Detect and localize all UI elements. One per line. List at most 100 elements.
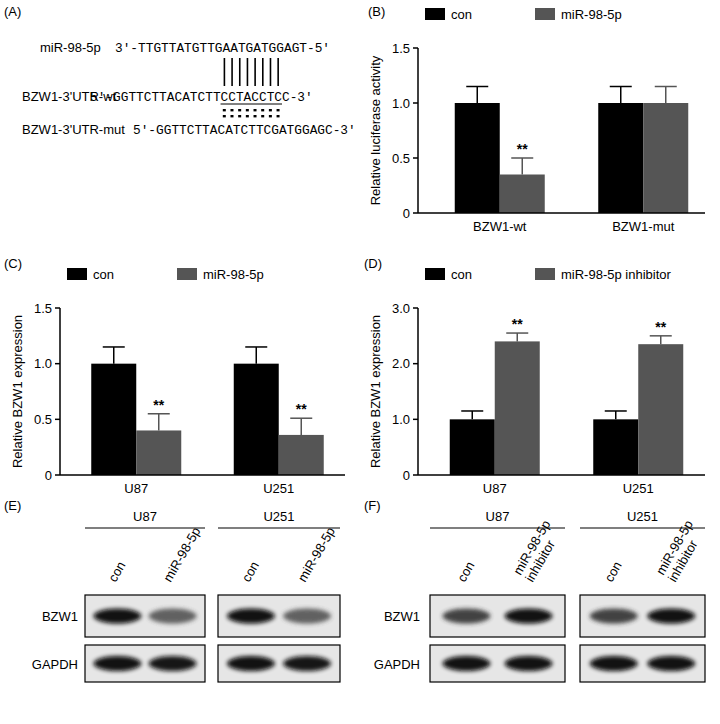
x-tick-label: BZW1-wt (473, 219, 527, 234)
bar-chart: **BZW1-wtBZW1-mut00.51.01.5Relative luci… (368, 7, 705, 234)
lane-label-line: con (454, 559, 477, 585)
bar (638, 344, 683, 475)
blot-band (647, 656, 695, 671)
blot-lane-label: con (601, 559, 624, 585)
bar (593, 419, 638, 475)
y-tick (413, 102, 418, 104)
y-tick-label: 0 (403, 206, 410, 221)
error-stem (256, 347, 258, 364)
bar (495, 341, 540, 475)
background (0, 0, 720, 724)
bar (643, 103, 688, 213)
underline (221, 104, 282, 105)
legend-swatch (535, 268, 555, 280)
panel-label: (D) (364, 256, 382, 271)
panel-label: (A) (4, 4, 21, 19)
panel-label: (C) (4, 256, 22, 271)
x-tick-label: BZW1-mut (612, 219, 675, 234)
blot-band (149, 656, 197, 671)
error-bar (245, 347, 267, 364)
mismatch-dot (261, 109, 264, 111)
sequence: 3'-TTGTTATGTTGAATGATGGAGT-5' (115, 41, 330, 56)
blot-band (505, 609, 553, 624)
blot-group-label: U87 (133, 509, 157, 524)
y-tick (413, 474, 418, 476)
error-stem (660, 336, 662, 344)
x-axis (418, 212, 705, 214)
blot-group-label: U251 (627, 509, 658, 524)
error-bar (148, 414, 170, 431)
mismatch-dot (269, 109, 272, 111)
blot-row-label: GAPDH (32, 657, 78, 672)
blot-lane-label: miR-98-5pinhibitor (510, 517, 565, 584)
y-tick-label: 2.0 (392, 356, 410, 371)
error-stem (615, 411, 617, 419)
y-tick-label: 0.5 (34, 412, 52, 427)
blot-row-label: BZW1 (42, 609, 78, 624)
y-tick (413, 363, 418, 365)
y-tick (413, 307, 418, 309)
blot-lane-label: con (454, 559, 477, 585)
annotations: **** (153, 397, 307, 417)
blot-frame (580, 595, 705, 637)
blot-band (227, 609, 275, 624)
sequence: 5'-GGTTCTTACATCTTCGATGGAGC-3' (133, 123, 356, 138)
bar (450, 419, 495, 475)
bars (450, 333, 684, 475)
error-cap (103, 346, 125, 348)
error-stem (517, 333, 519, 341)
x-axis (418, 474, 705, 476)
bar (598, 103, 643, 213)
y-tick (413, 157, 418, 159)
y-axis-label: Relative BZW1 expression (10, 315, 25, 468)
blot-row-label: GAPDH (374, 657, 420, 672)
error-bar (605, 411, 627, 419)
mismatch-dot (238, 115, 241, 117)
bars (91, 347, 324, 475)
lane-label-line: miR-98-5p (160, 524, 203, 584)
pair-bar (239, 58, 241, 86)
y-tick (55, 419, 60, 421)
error-stem (158, 414, 160, 431)
pair-bar (254, 58, 256, 86)
significance: ** (296, 401, 307, 417)
blot-band (590, 609, 638, 624)
error-cap (605, 410, 627, 412)
lane-label-line: inhibitor (665, 537, 701, 585)
pair-bar (231, 58, 233, 86)
error-stem (113, 347, 115, 364)
blot-band (590, 656, 638, 671)
blot-band (283, 656, 331, 671)
error-cap (650, 335, 672, 337)
panel-label: (F) (364, 498, 381, 513)
pair-bar (277, 58, 279, 86)
blot-lane-label: con (239, 559, 262, 585)
blot-band (149, 609, 197, 624)
group-line (85, 527, 205, 528)
y-tick (413, 419, 418, 421)
error-stem (472, 411, 474, 419)
x-tick-label: U87 (124, 481, 148, 496)
error-bar (506, 333, 528, 341)
blot-lane-label: con (105, 559, 128, 585)
blot-lane-label: miR-98-5p (295, 524, 338, 584)
bars (455, 87, 689, 214)
blot-band (227, 656, 275, 671)
bar (91, 364, 136, 475)
y-axis-label: Relative luciferase activity (368, 55, 383, 205)
blot-band (505, 656, 553, 671)
bar (234, 364, 279, 475)
blot-band (442, 609, 490, 624)
mismatch-dot (246, 115, 249, 117)
mismatch-dot (223, 109, 226, 111)
error-bar (103, 347, 125, 364)
y-tick (413, 212, 418, 214)
y-tick-label: 0.5 (392, 151, 410, 166)
y-axis (59, 308, 61, 475)
error-cap (245, 346, 267, 348)
bar (136, 430, 181, 475)
y-tick-label: 1.0 (392, 96, 410, 111)
pair-bar (270, 58, 272, 86)
x-tick-label: U251 (623, 481, 654, 496)
panel-label: (E) (4, 498, 21, 513)
